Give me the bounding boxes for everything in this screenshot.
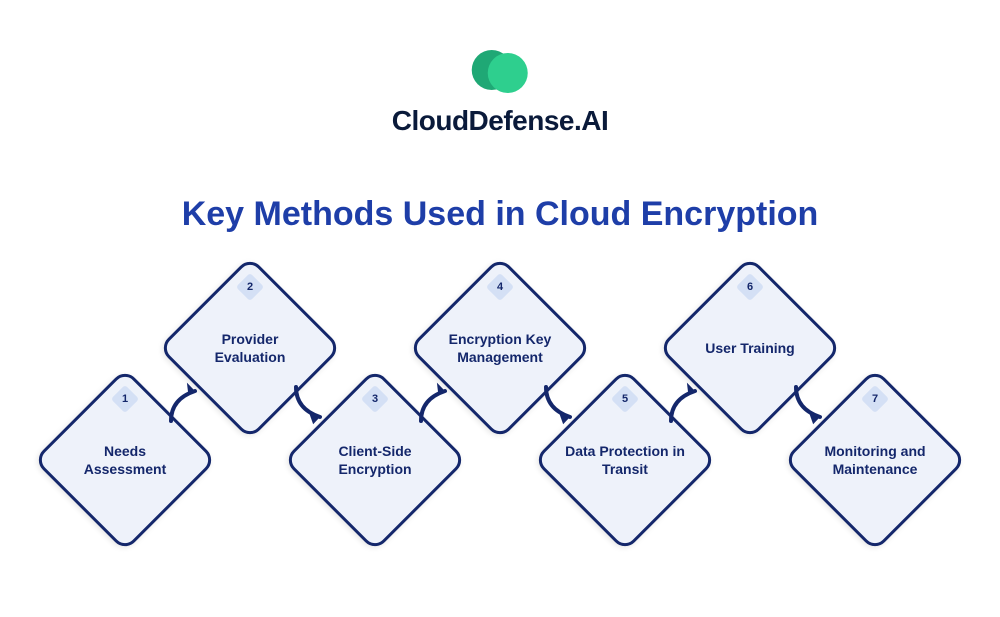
node-label: Encryption Key Management <box>440 330 560 366</box>
flow-arrow <box>290 381 336 427</box>
page-title: Key Methods Used in Cloud Encryption <box>182 195 819 234</box>
logo-icon <box>465 45 535 95</box>
node-label: Provider Evaluation <box>190 330 310 366</box>
flow-arrow <box>665 381 711 427</box>
logo-block: CloudDefense.AI <box>392 45 609 137</box>
node-label: Client-Side Encryption <box>315 442 435 478</box>
node-label: User Training <box>690 339 810 357</box>
node-label: Data Protection in Transit <box>565 442 685 478</box>
node-number: 4 <box>497 281 503 293</box>
node-number: 6 <box>747 281 753 293</box>
node-number: 3 <box>372 393 378 405</box>
flow-arrow <box>165 381 211 427</box>
node-number: 5 <box>622 393 628 405</box>
node-number: 1 <box>122 393 128 405</box>
flow-diagram: 1 Needs Assessment 2 Provider Evaluation 3 Cl… <box>0 250 1000 590</box>
brand-name: CloudDefense.AI <box>392 105 609 137</box>
flow-arrow <box>540 381 586 427</box>
node-number: 7 <box>872 393 878 405</box>
node-number: 2 <box>247 281 253 293</box>
node-label: Needs Assessment <box>65 442 185 478</box>
flow-arrow <box>415 381 461 427</box>
flow-arrow <box>790 381 836 427</box>
node-label: Monitoring and Maintenance <box>815 442 935 478</box>
